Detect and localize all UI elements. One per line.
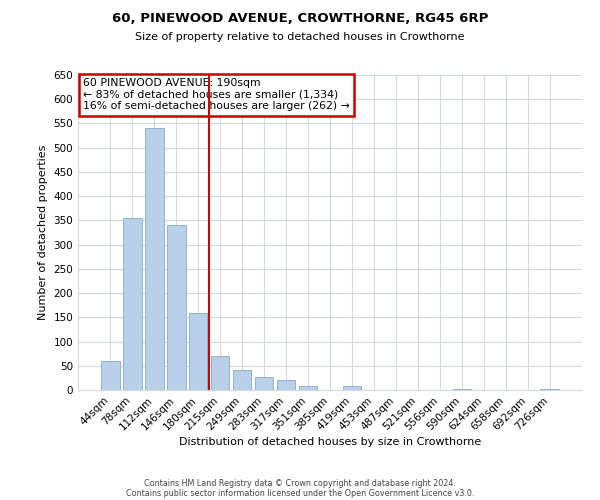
Text: 60, PINEWOOD AVENUE, CROWTHORNE, RG45 6RP: 60, PINEWOOD AVENUE, CROWTHORNE, RG45 6R… bbox=[112, 12, 488, 26]
Bar bbox=[101, 361, 119, 390]
Text: 60 PINEWOOD AVENUE: 190sqm
← 83% of detached houses are smaller (1,334)
16% of s: 60 PINEWOOD AVENUE: 190sqm ← 83% of deta… bbox=[83, 78, 350, 112]
Bar bbox=[277, 380, 295, 390]
Bar bbox=[233, 370, 251, 390]
Y-axis label: Number of detached properties: Number of detached properties bbox=[38, 145, 48, 320]
Text: Size of property relative to detached houses in Crowthorne: Size of property relative to detached ho… bbox=[135, 32, 465, 42]
Bar bbox=[452, 389, 471, 390]
Bar bbox=[211, 356, 229, 390]
X-axis label: Distribution of detached houses by size in Crowthorne: Distribution of detached houses by size … bbox=[179, 438, 481, 448]
Bar bbox=[255, 378, 274, 390]
Bar bbox=[167, 225, 185, 390]
Bar bbox=[541, 389, 559, 390]
Text: Contains HM Land Registry data © Crown copyright and database right 2024.: Contains HM Land Registry data © Crown c… bbox=[144, 478, 456, 488]
Bar bbox=[343, 386, 361, 390]
Bar bbox=[189, 314, 208, 390]
Bar bbox=[299, 386, 317, 390]
Bar bbox=[123, 218, 142, 390]
Bar bbox=[145, 128, 164, 390]
Text: Contains public sector information licensed under the Open Government Licence v3: Contains public sector information licen… bbox=[126, 488, 474, 498]
